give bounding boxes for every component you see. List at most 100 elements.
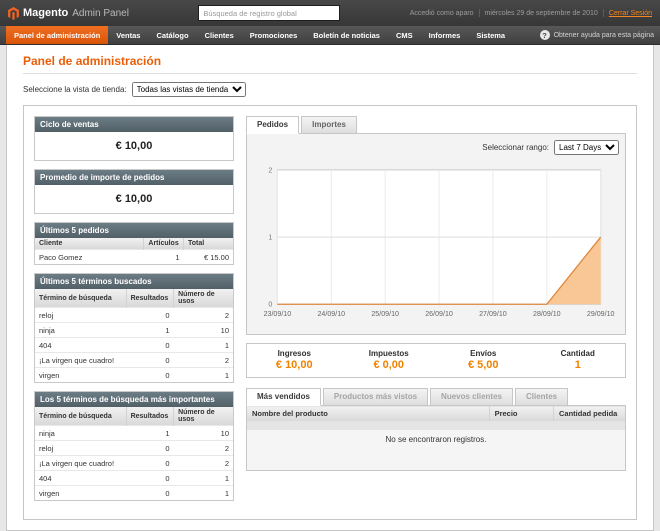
- search-term-row[interactable]: ninja 1 10: [35, 426, 233, 441]
- separator: [479, 9, 480, 17]
- nav-dashboard[interactable]: Panel de administración: [6, 26, 108, 44]
- panel-title: Últimos 5 pedidos: [35, 223, 233, 238]
- main-nav: Panel de administración Ventas Catálogo …: [0, 26, 660, 45]
- table-cell: 1: [174, 368, 233, 383]
- totals-bar: Ingresos € 10,00 Impuestos € 0,00 Envíos…: [246, 343, 626, 378]
- brand-name: Magento: [23, 7, 68, 19]
- magento-logo: Magento Admin Panel: [8, 7, 129, 20]
- current-date: miércoles 29 de septiembre de 2010: [485, 10, 598, 17]
- logout-link[interactable]: Cerrar Sesión: [609, 10, 652, 17]
- svg-text:0: 0: [268, 302, 272, 309]
- table-cell: 404: [35, 471, 126, 486]
- content-area: Panel de administración Seleccione la vi…: [6, 45, 654, 531]
- column-header: Resultados: [126, 289, 174, 308]
- tab-customers[interactable]: Clientes: [515, 388, 568, 406]
- average-order-panel: Promedio de importe de pedidos € 10,00: [34, 169, 234, 214]
- svg-text:28/09/10: 28/09/10: [533, 311, 561, 318]
- svg-text:29/09/10: 29/09/10: [587, 311, 615, 318]
- panel-title: Los 5 términos de búsqueda más important…: [35, 392, 233, 407]
- dashboard-sidebar: Ciclo de ventas € 10,00 Promedio de impo…: [34, 116, 234, 509]
- column-header: Resultados: [126, 407, 174, 426]
- nav-newsletter[interactable]: Boletín de noticias: [305, 26, 388, 44]
- table-cell: 0: [126, 486, 174, 501]
- table-cell: 2: [174, 456, 233, 471]
- search-term-row[interactable]: reloj 0 2: [35, 308, 233, 323]
- tab-amounts[interactable]: Importes: [301, 116, 357, 134]
- table-cell: virgen: [35, 368, 126, 383]
- table-cell: 0: [126, 308, 174, 323]
- store-switcher: Seleccione la vista de tienda: Todas las…: [23, 82, 637, 97]
- nav-cms[interactable]: CMS: [388, 26, 421, 44]
- total-label: Envíos: [436, 349, 531, 358]
- search-term-row[interactable]: reloj 0 2: [35, 441, 233, 456]
- total-value: € 5,00: [436, 359, 531, 371]
- table-cell: 10: [174, 323, 233, 338]
- nav-sales[interactable]: Ventas: [108, 26, 148, 44]
- help-label: Obtener ayuda para esta página: [554, 32, 654, 39]
- search-term-row[interactable]: 404 0 1: [35, 338, 233, 353]
- grid-tabs: Más vendidos Productos más vistos Nuevos…: [246, 388, 626, 406]
- column-header: Cantidad pedida: [553, 406, 625, 422]
- empty-row: No se encontraron registros.: [247, 421, 626, 471]
- search-term-row[interactable]: virgen 0 1: [35, 486, 233, 501]
- nav-reports[interactable]: Informes: [421, 26, 469, 44]
- tab-bestsellers[interactable]: Más vendidos: [246, 388, 321, 406]
- tab-orders[interactable]: Pedidos: [246, 116, 299, 134]
- search-term-row[interactable]: ¡La virgen que cuadro! 0 2: [35, 353, 233, 368]
- range-label: Seleccionar rango:: [482, 143, 549, 152]
- table-cell: 2: [174, 441, 233, 456]
- table-cell: 0: [126, 456, 174, 471]
- total-tax: Impuestos € 0,00: [342, 349, 437, 371]
- global-search-input[interactable]: [198, 5, 340, 21]
- total-value: € 0,00: [342, 359, 437, 371]
- nav-promotions[interactable]: Promociones: [242, 26, 306, 44]
- column-header: Número de usos: [174, 407, 233, 426]
- column-header: Precio: [489, 406, 553, 422]
- tab-most-viewed[interactable]: Productos más vistos: [323, 388, 428, 406]
- table-cell: 1: [174, 486, 233, 501]
- table-cell: 1: [174, 338, 233, 353]
- average-order-value: € 10,00: [35, 185, 233, 213]
- last-orders-panel: Últimos 5 pedidos Cliente Artículos Tota…: [34, 222, 234, 265]
- table-cell: ¡La virgen que cuadro!: [35, 353, 126, 368]
- chart-tabs: Pedidos Importes: [246, 116, 626, 134]
- order-row[interactable]: Paco Gomez 1 € 15.00: [35, 250, 233, 265]
- nav-customers[interactable]: Clientes: [197, 26, 242, 44]
- panel-title: Últimos 5 términos buscados: [35, 274, 233, 289]
- dashboard-main: Pedidos Importes Seleccionar rango: Last…: [246, 116, 626, 509]
- total-label: Ingresos: [247, 349, 342, 358]
- svg-text:27/09/10: 27/09/10: [479, 311, 507, 318]
- table-cell: ninja: [35, 323, 126, 338]
- page-help-link[interactable]: ? Obtener ayuda para esta página: [540, 26, 654, 44]
- store-switcher-select[interactable]: Todas las vistas de tienda: [132, 82, 246, 97]
- total-value: 1: [531, 359, 626, 371]
- table-cell: Paco Gomez: [35, 250, 144, 265]
- search-term-row[interactable]: ¡La virgen que cuadro! 0 2: [35, 456, 233, 471]
- search-term-row[interactable]: ninja 1 10: [35, 323, 233, 338]
- svg-text:23/09/10: 23/09/10: [264, 311, 292, 318]
- magento-logo-icon: [8, 7, 19, 20]
- nav-system[interactable]: Sistema: [468, 26, 513, 44]
- table-cell: 0: [126, 353, 174, 368]
- column-header: Número de usos: [174, 289, 233, 308]
- search-term-row[interactable]: 404 0 1: [35, 471, 233, 486]
- panel-title: Ciclo de ventas: [35, 117, 233, 132]
- header-row: Término de búsqueda Resultados Número de…: [35, 407, 233, 426]
- total-value: € 10,00: [247, 359, 342, 371]
- range-select[interactable]: Last 7 Days: [554, 140, 619, 155]
- top-search-panel: Los 5 términos de búsqueda más important…: [34, 391, 234, 501]
- table-cell: 1: [144, 250, 184, 265]
- search-term-row[interactable]: virgen 0 1: [35, 368, 233, 383]
- table-cell: 0: [126, 368, 174, 383]
- table-cell: 0: [126, 338, 174, 353]
- tab-new-customers[interactable]: Nuevos clientes: [430, 388, 513, 406]
- bestsellers-table: Nombre del producto Precio Cantidad pedi…: [246, 405, 626, 471]
- table-cell: 1: [126, 426, 174, 441]
- total-quantity: Cantidad 1: [531, 349, 626, 371]
- last-search-table: Término de búsqueda Resultados Número de…: [35, 289, 233, 382]
- nav-catalog[interactable]: Catálogo: [148, 26, 196, 44]
- table-cell: 1: [174, 471, 233, 486]
- column-header: Término de búsqueda: [35, 289, 126, 308]
- svg-text:2: 2: [268, 167, 272, 174]
- table-cell: 10: [174, 426, 233, 441]
